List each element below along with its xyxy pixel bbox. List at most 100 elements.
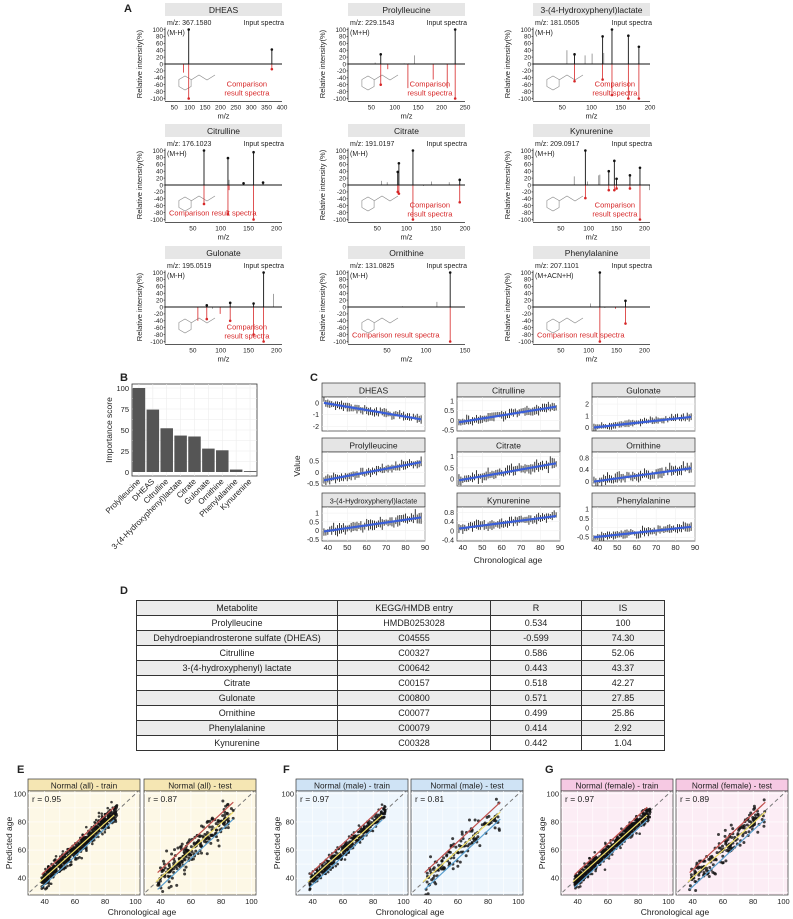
plot-marks xyxy=(297,791,407,893)
x-tick-label: 100 xyxy=(662,897,675,906)
fit-line xyxy=(572,814,648,883)
panel-label-G: G xyxy=(545,764,554,776)
data-point xyxy=(52,864,56,867)
input-peak-marker xyxy=(453,28,457,31)
y-tick-label: 40 xyxy=(551,874,559,883)
data-point xyxy=(231,816,235,820)
data-point xyxy=(710,854,714,858)
data-point xyxy=(221,814,225,818)
x-tick-label: 150 xyxy=(413,105,424,112)
x-tick-label: 80 xyxy=(671,543,679,552)
y-tick-label: 60 xyxy=(339,162,347,169)
facet-kynurenine: Kynurenine 0.8 0.4 0 -0.4 40 50 60 70 80 90 xyxy=(442,492,564,552)
data-point xyxy=(341,845,345,848)
precursor-mz: m/z: 195.0519 xyxy=(167,263,211,270)
data-point xyxy=(178,845,182,849)
facet-citrate: Citrate 1 0.5 0 xyxy=(444,437,561,487)
adduct-label: (M+H) xyxy=(167,151,187,158)
chemical-structure-icon xyxy=(178,196,192,212)
cell-metabolite: Prolylleucine xyxy=(136,615,338,631)
data-point xyxy=(225,803,229,807)
data-point xyxy=(85,847,88,850)
data-point xyxy=(334,857,338,861)
data-point xyxy=(749,820,753,824)
x-tick-label: 90 xyxy=(421,543,429,552)
x-tick-label: 50 xyxy=(613,543,621,552)
comparison-peak-marker xyxy=(613,188,616,192)
input-peak-marker xyxy=(187,28,191,31)
data-point xyxy=(697,865,701,869)
plot-marks xyxy=(145,791,255,895)
upper-bound-line xyxy=(157,801,234,873)
x-axis-label: Chronological age xyxy=(376,907,445,917)
data-point xyxy=(721,854,725,858)
spectrum-panel: Citrulline m/z: 176.1023 Input spectra (M+H… xyxy=(135,124,284,242)
panel-title: Normal (all) - train xyxy=(51,781,118,791)
y-tick-label: -60 xyxy=(337,82,347,89)
data-point xyxy=(497,827,501,831)
x-tick-label: 150 xyxy=(430,226,441,233)
table-header-row: Metabolite KEGG/HMDB entry R IS xyxy=(136,600,665,616)
y-tick-label: 0 xyxy=(527,304,531,311)
chemical-structure-icon xyxy=(361,318,375,334)
x-tick-label: 150 xyxy=(611,226,622,233)
y-tick-label: 0 xyxy=(342,304,346,311)
fit-line xyxy=(155,811,234,883)
data-point xyxy=(449,843,453,847)
comparison-peak-marker xyxy=(448,340,452,343)
data-point xyxy=(344,842,348,846)
data-point xyxy=(68,864,72,867)
data-point xyxy=(80,856,84,860)
data-point xyxy=(762,798,766,802)
data-point xyxy=(374,814,378,818)
comparison-result-label: result spectra xyxy=(592,209,638,218)
input-spectra-label: Input spectra xyxy=(427,141,468,148)
upper-bound-line xyxy=(424,801,501,873)
data-point xyxy=(429,855,433,859)
x-tick-label: 350 xyxy=(261,105,272,112)
cell-is: 100 xyxy=(581,615,665,631)
input-spectra-label: Input spectra xyxy=(244,263,285,270)
data-point xyxy=(460,830,464,834)
data-point xyxy=(205,820,209,824)
fit-line xyxy=(422,811,501,883)
panel-label-D: D xyxy=(120,585,128,597)
data-point xyxy=(54,854,58,858)
data-point xyxy=(216,838,220,842)
input-peak-marker xyxy=(613,159,616,163)
cell-r: 0.586 xyxy=(490,645,582,661)
data-point xyxy=(742,841,746,845)
data-point xyxy=(697,873,701,877)
x-tick-label: 400 xyxy=(277,105,288,112)
y-tick-label: 0 xyxy=(159,304,163,311)
data-point xyxy=(214,822,218,826)
y-tick-label: 80 xyxy=(524,34,532,41)
data-point xyxy=(103,818,107,822)
x-tick-label: 100 xyxy=(184,105,195,112)
y-tick-label: -20 xyxy=(522,311,532,318)
x-tick-label: 80 xyxy=(749,897,757,906)
input-peak-marker xyxy=(411,149,415,152)
data-point xyxy=(708,866,712,870)
input-peak-marker xyxy=(628,174,632,177)
data-point xyxy=(622,836,626,840)
y-tick-label: -100 xyxy=(333,96,346,103)
data-point xyxy=(632,823,635,827)
data-point xyxy=(62,855,66,859)
cell-entry: C00328 xyxy=(337,735,491,751)
comparison-peak-marker xyxy=(205,317,209,321)
y-tick-label: 60 xyxy=(156,284,164,291)
x-axis-label: m/z xyxy=(217,355,229,364)
data-point xyxy=(688,884,692,888)
data-point xyxy=(329,856,332,859)
data-point xyxy=(343,849,347,853)
comparison-peak-marker xyxy=(252,333,255,336)
data-point xyxy=(454,845,458,849)
data-point xyxy=(203,832,207,836)
x-tick-label: 40 xyxy=(459,543,467,552)
data-point xyxy=(334,864,338,868)
input-peak-marker xyxy=(638,166,642,170)
data-point xyxy=(45,886,48,890)
data-point xyxy=(741,834,745,838)
